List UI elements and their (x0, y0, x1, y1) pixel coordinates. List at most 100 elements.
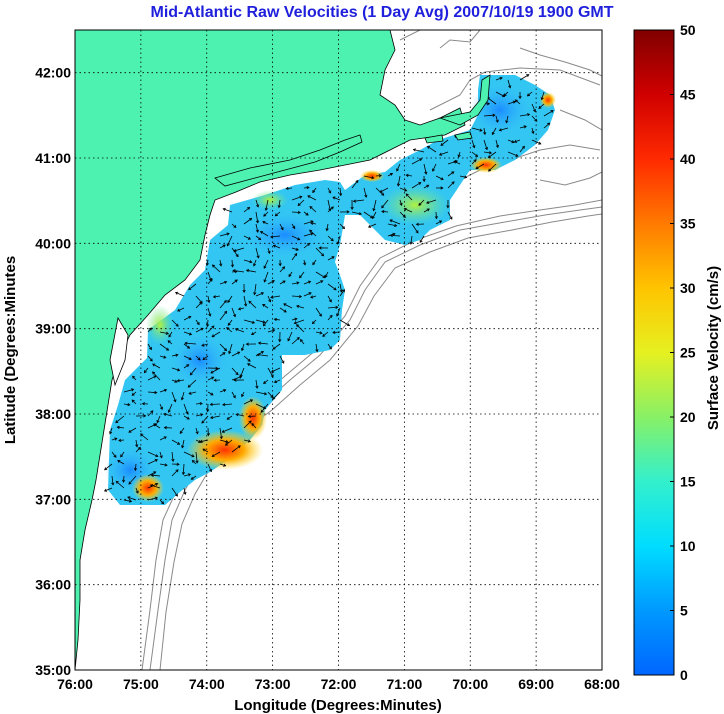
velocity-vector-head (346, 210, 350, 214)
velocity-vector-head (297, 202, 301, 207)
velocity-vector-head (115, 480, 119, 484)
velocity-vector (423, 163, 427, 175)
velocity-vector (219, 352, 226, 357)
velocity-vector-head (332, 196, 336, 200)
velocity-vector-head (186, 416, 190, 420)
velocity-vector (327, 199, 331, 211)
velocity-vector (183, 364, 189, 369)
velocity-vector (227, 295, 233, 303)
velocity-vector (426, 199, 437, 204)
velocity-vector (389, 219, 401, 225)
velocity-vector (538, 103, 545, 109)
velocity-vector (399, 187, 407, 192)
velocity-vector-head (479, 128, 483, 132)
velocity-vector (399, 211, 406, 218)
velocity-vector-head (228, 350, 232, 355)
velocity-vector-head (282, 266, 286, 270)
velocity-vector (168, 331, 173, 338)
velocity-vector (303, 233, 314, 237)
velocity-vector-head (175, 323, 179, 327)
velocity-vector-head (449, 216, 453, 220)
velocity-vector-head (226, 243, 230, 247)
velocity-vector-head (251, 423, 255, 427)
velocity-vector (309, 206, 317, 213)
velocity-vector-head (150, 473, 154, 478)
velocity-vector-head (502, 94, 506, 98)
velocity-vector (495, 139, 499, 148)
velocity-vector (219, 300, 227, 309)
velocity-vector-head (207, 299, 211, 304)
velocity-vector-head (338, 193, 343, 197)
colorbar-tick-label: 30 (680, 280, 696, 296)
velocity-vector-head (237, 445, 241, 449)
velocity-vector-head (131, 392, 135, 396)
velocity-vector (202, 448, 209, 453)
velocity-vector-head (233, 248, 237, 253)
velocity-vector-head (223, 300, 227, 304)
velocity-vector-head (189, 372, 193, 376)
velocity-vector (286, 187, 293, 190)
velocity-vector-head (222, 207, 226, 211)
velocity-vector-head (113, 454, 117, 458)
velocity-vector (507, 101, 516, 105)
velocity-vector-head (154, 390, 158, 395)
velocity-vector (303, 243, 310, 249)
velocity-vector (254, 283, 257, 295)
velocity-vector (309, 229, 317, 237)
velocity-vector (243, 259, 252, 263)
velocity-vector (212, 264, 221, 273)
velocity-vector (150, 484, 161, 489)
velocity-vector (118, 439, 125, 441)
velocity-vector (271, 367, 281, 373)
velocity-vector (225, 439, 233, 446)
velocity-vector (278, 199, 281, 208)
velocity-vector (177, 379, 185, 382)
x-tick-labels: 76:00 75:00 74:00 73:00 72:00 71:00 70:00 69:00… (57, 676, 620, 692)
colorbar-tick-label: 5 (680, 603, 688, 619)
velocity-vector (159, 463, 168, 466)
velocity-vector-head (475, 166, 479, 170)
velocity-vector-head (177, 368, 181, 372)
velocity-vector (151, 474, 161, 477)
velocity-vector-head (514, 99, 518, 103)
velocity-vector-head (533, 109, 537, 113)
velocity-vector (195, 295, 203, 304)
velocity-vector-head (167, 340, 171, 344)
velocity-vector (123, 499, 132, 502)
velocity-vector-head (152, 363, 156, 367)
velocity-vector-head (372, 208, 376, 212)
velocity-vector (243, 218, 252, 225)
velocity-vector-head (249, 217, 253, 221)
velocity-vector-head (309, 229, 313, 233)
velocity-vector (183, 415, 190, 420)
velocity-vector (243, 207, 250, 213)
velocity-vector-head (249, 399, 254, 403)
velocity-vector (183, 403, 189, 415)
velocity-vector-head (211, 376, 215, 380)
velocity-vector (171, 439, 180, 445)
velocity-vector (267, 391, 274, 398)
velocity-vector (153, 423, 161, 429)
velocity-vector (435, 175, 444, 180)
velocity-vector-head (320, 280, 324, 284)
velocity-vector-head (238, 375, 243, 379)
velocity-vector-head (389, 172, 394, 176)
colorbar-label: Surface Velocity (cm/s) (705, 266, 722, 430)
velocity-vector (332, 196, 341, 201)
velocity-vector-head (120, 454, 124, 458)
velocity-vector-head (426, 184, 430, 188)
velocity-vector-head (328, 299, 332, 303)
velocity-vector (183, 343, 190, 349)
velocity-vector-head (247, 236, 252, 240)
velocity-vector (312, 259, 317, 265)
velocity-vector (123, 388, 134, 393)
velocity-vector-head (245, 342, 249, 346)
velocity-vector-head (523, 125, 527, 129)
velocity-vector-head (131, 399, 135, 403)
velocity-vector-head (424, 171, 428, 175)
velocity-vector (123, 403, 130, 406)
velocity-vector-head (271, 280, 275, 283)
velocity-vector (219, 463, 226, 467)
velocity-vector (279, 280, 286, 285)
velocity-vector-head (299, 275, 303, 279)
